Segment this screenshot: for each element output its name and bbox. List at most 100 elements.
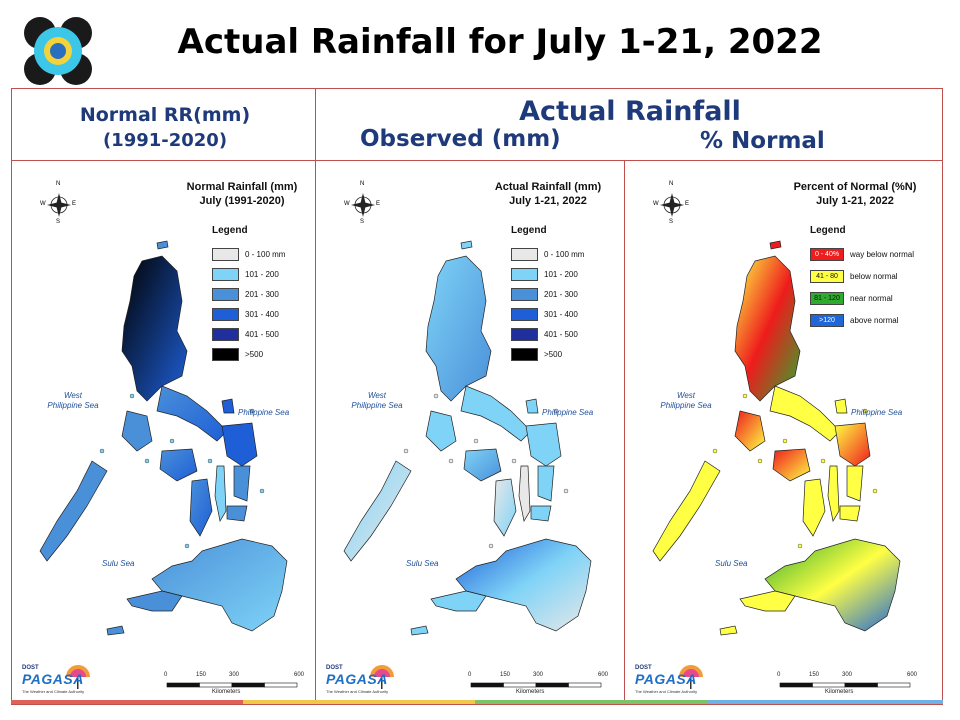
compass-n: N	[56, 181, 61, 187]
island-samar	[221, 422, 258, 467]
scale-tick-label: 300	[842, 672, 853, 678]
islet	[742, 393, 748, 399]
island-palawan	[343, 460, 412, 562]
legend-swatch: 41 - 80	[810, 269, 844, 283]
legend-swatch	[212, 247, 239, 261]
map-title-line1: Actual Rainfall (mm)	[494, 181, 602, 193]
island-catanduanes	[221, 398, 235, 414]
sea-label-west-philippine-sea: West Philippine Sea	[660, 391, 712, 410]
legend-label: 301 - 400	[544, 309, 578, 319]
islet	[757, 458, 763, 464]
compass-s: S	[56, 219, 61, 225]
pagasa-logo: DOST PAGASA The Weather and Climate Author…	[18, 661, 92, 701]
pagasa-seal-logo	[24, 17, 92, 85]
island-leyte	[846, 465, 864, 502]
legend-title: Legend	[212, 225, 248, 236]
island-panay	[772, 448, 811, 482]
bottom-band-green	[475, 700, 707, 704]
scale-tick-label: 0	[468, 672, 472, 678]
island-zamboanga	[430, 590, 487, 612]
normal-rainfall-map-panel: N S E W Normal Rainfall (mm) July (1991-2020)…	[11, 160, 316, 705]
scale-tick-label: 300	[229, 672, 240, 678]
islet	[473, 438, 479, 444]
scale-bar	[470, 682, 602, 688]
legend-swatch	[511, 307, 538, 321]
legend-item: 0 - 40% way below normal	[810, 247, 914, 261]
bottom-band-red	[11, 700, 243, 704]
island-bicol	[769, 385, 841, 442]
island-palawan	[652, 460, 721, 562]
islet	[129, 393, 135, 399]
island-leyte	[233, 465, 251, 502]
legend-label: below normal	[850, 271, 898, 281]
island-panay	[463, 448, 502, 482]
map-svg	[39, 193, 298, 688]
island-bohol	[226, 505, 248, 522]
islet	[259, 488, 265, 494]
island-mindoro	[734, 410, 766, 452]
percent-normal-map-panel: N S E W Percent of Normal (%N) July 1-21, 202…	[624, 160, 943, 705]
bottom-band-blue	[707, 700, 943, 704]
map-svg	[652, 193, 911, 688]
header-normal-line1: Normal RR(mm)	[79, 104, 251, 126]
legend-item: 401 - 500	[212, 327, 279, 341]
compass-rose-icon	[47, 193, 71, 217]
island-mindanao	[764, 538, 901, 632]
island-samar	[525, 422, 562, 467]
island-sulu	[410, 625, 429, 636]
islet	[862, 408, 868, 414]
legend-item: 301 - 400	[212, 307, 279, 321]
pagasa-logo: DOST PAGASA The Weather and Climate Author…	[322, 661, 396, 701]
legend-swatch	[511, 327, 538, 341]
scale-tick-label: 150	[500, 672, 511, 678]
islet	[169, 438, 175, 444]
legend-swatch	[511, 247, 538, 261]
island-bicol	[460, 385, 532, 442]
legend-swatch	[212, 287, 239, 301]
pagasa-logo: DOST PAGASA The Weather and Climate Author…	[631, 661, 705, 701]
island-cebu	[827, 465, 840, 522]
scale-tick-label: 600	[907, 672, 918, 678]
header-normal-line2: (1991-2020)	[102, 130, 228, 151]
island-bicol	[156, 385, 228, 442]
island-zamboanga	[126, 590, 183, 612]
header-actual-title: Actual Rainfall	[519, 96, 741, 127]
islet	[249, 408, 255, 414]
compass-w: W	[344, 201, 350, 207]
pagasa-tagline: The Weather and Climate Authority	[22, 689, 85, 694]
sea-label-west-philippine-sea: West Philippine Sea	[351, 391, 403, 410]
island-babuyan	[769, 240, 782, 250]
legend-swatch	[212, 327, 239, 341]
legend-label: 101 - 200	[544, 269, 578, 279]
compass-n: N	[360, 181, 365, 187]
islet	[433, 393, 439, 399]
legend-label: way below normal	[850, 249, 915, 259]
legend-swatch	[511, 267, 538, 281]
sea-label-sulu-sea: Sulu Sea	[102, 559, 135, 568]
legend-item: >120 above normal	[810, 313, 898, 327]
scale-unit-label: Kilometers	[825, 689, 854, 695]
island-bohol	[839, 505, 861, 522]
legend-label: 301 - 400	[245, 309, 279, 319]
compass-e: E	[72, 201, 77, 207]
islet	[99, 448, 105, 454]
scale-tick-label: 600	[294, 672, 305, 678]
actual-rainfall-map-panel: N S E W Actual Rainfall (mm) July 1-21, 2022 L…	[315, 160, 625, 705]
legend-item: 201 - 300	[212, 287, 279, 301]
island-panay	[159, 448, 198, 482]
legend-label: 401 - 500	[544, 329, 578, 339]
island-cebu	[214, 465, 227, 522]
island-bohol	[530, 505, 552, 522]
legend-swatch	[511, 287, 538, 301]
islet	[488, 543, 494, 549]
scale-tick-label: 600	[598, 672, 609, 678]
legend-swatch: 81 - 120	[810, 291, 844, 305]
islet	[782, 438, 788, 444]
pagasa-year: DOST	[635, 665, 652, 671]
compass-rose-icon	[660, 193, 684, 217]
island-mindanao	[455, 538, 592, 632]
islet	[872, 488, 878, 494]
legend-label: above normal	[850, 315, 899, 325]
legend-item: 101 - 200	[212, 267, 279, 281]
island-cebu	[518, 465, 531, 522]
